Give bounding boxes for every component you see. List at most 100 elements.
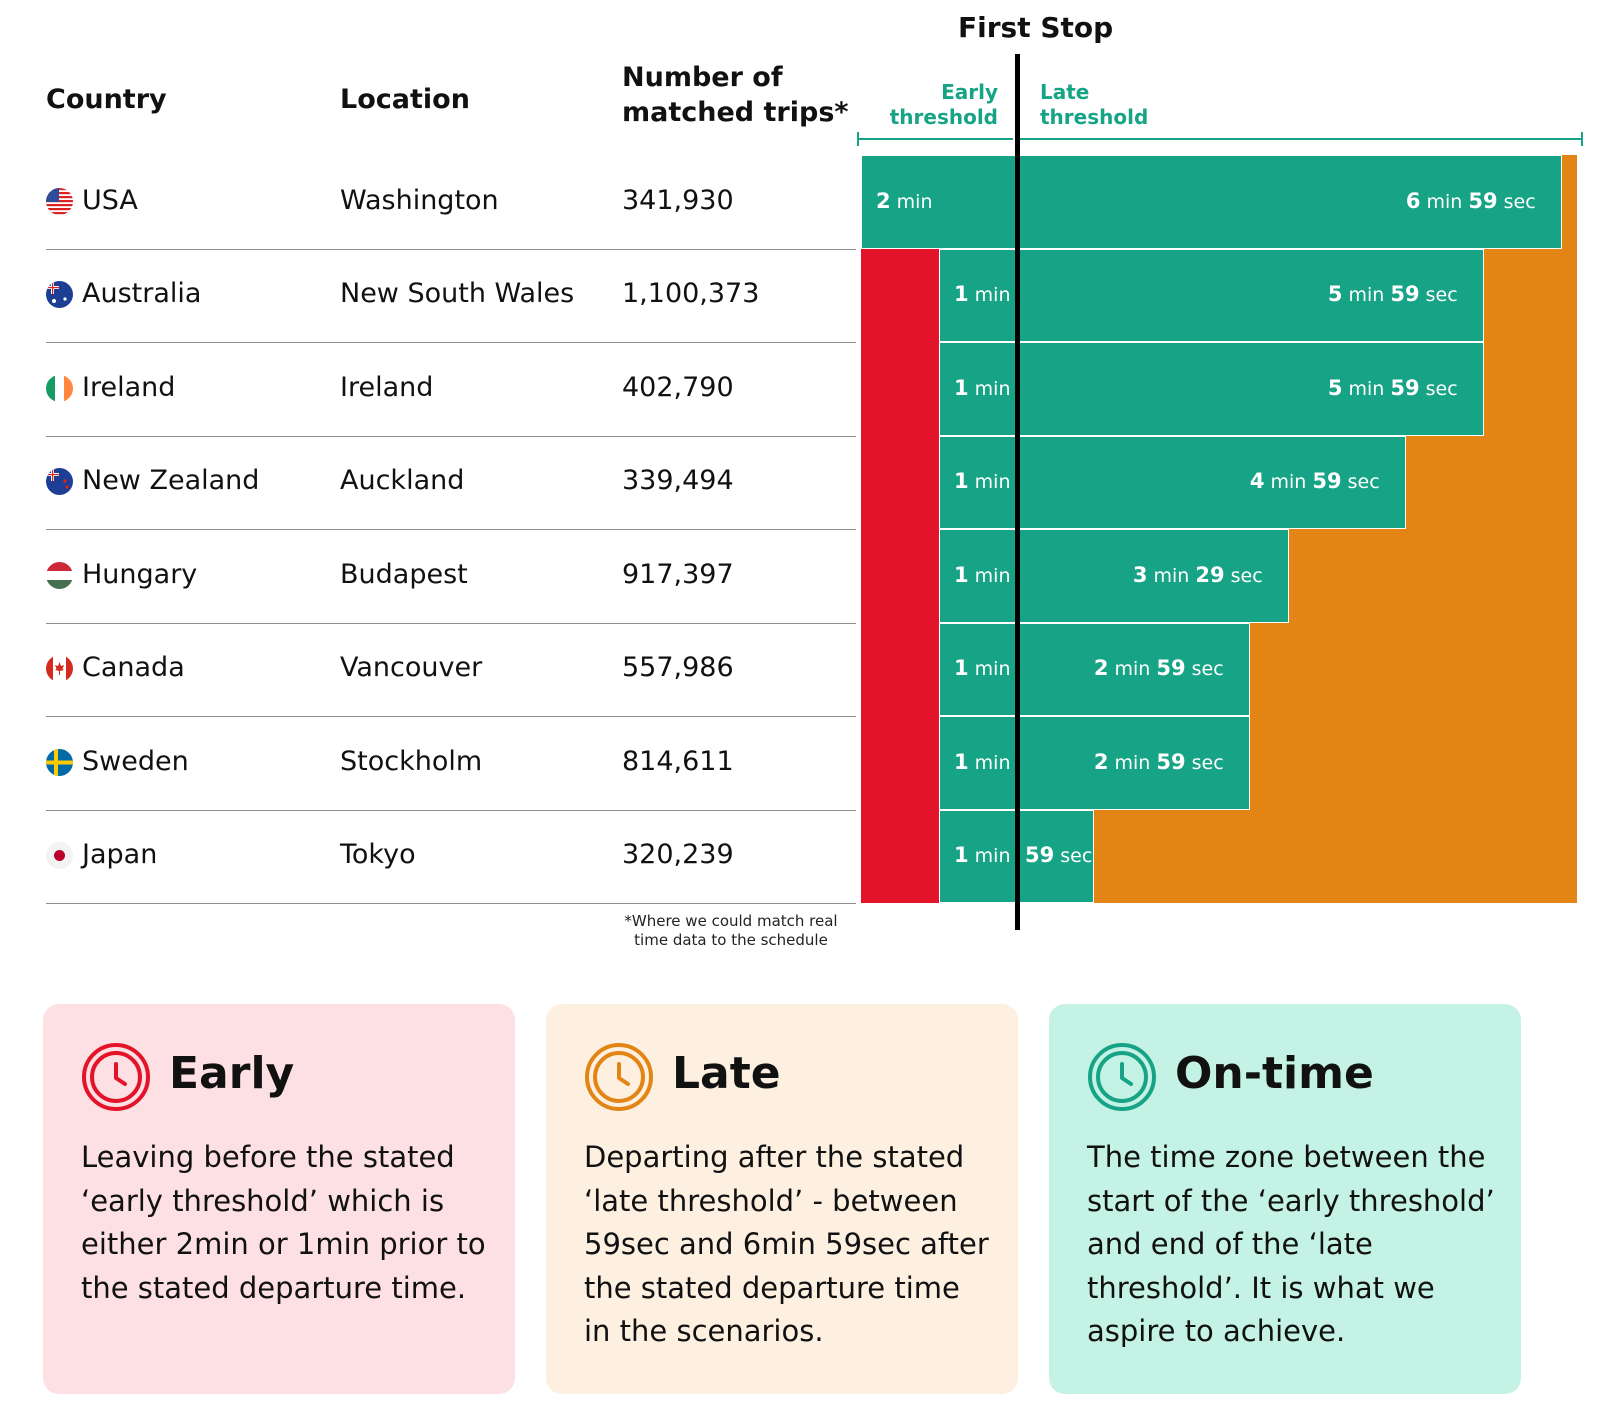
row-divider xyxy=(46,716,856,717)
early-bar xyxy=(861,529,939,623)
flag-icon xyxy=(46,561,73,589)
card-early: Early Leaving before the stated ‘early t… xyxy=(43,1004,515,1394)
flag-icon xyxy=(46,468,73,496)
trips-cell: 402,790 xyxy=(622,371,734,403)
late-threshold-value: 3 min 29 sec xyxy=(1132,562,1263,587)
threshold-bracket xyxy=(857,132,1583,146)
card-late-text: Departing after the stated ‘late thresho… xyxy=(584,1140,989,1348)
card-early-text: Leaving before the stated ‘early thresho… xyxy=(81,1140,486,1305)
late-bar xyxy=(1483,342,1577,436)
table-row: Ireland Ireland 402,790 xyxy=(0,342,860,436)
card-late-title: Late xyxy=(672,1048,781,1099)
ontime-bar xyxy=(939,529,1289,623)
late-threshold-value: 2 min 59 sec xyxy=(1093,749,1224,774)
location-cell: Auckland xyxy=(340,465,465,497)
early-bar xyxy=(861,809,939,903)
card-early-title: Early xyxy=(169,1048,295,1099)
country-cell: Japan xyxy=(82,839,158,871)
chart-title: First Stop xyxy=(958,11,1114,44)
location-cell: Tokyo xyxy=(340,839,416,871)
early-bar xyxy=(861,248,939,342)
table-row: Australia New South Wales 1,100,373 xyxy=(0,249,860,343)
trips-cell: 917,397 xyxy=(622,558,734,590)
country-cell: Sweden xyxy=(82,745,189,777)
trips-cell: 341,930 xyxy=(622,184,734,216)
row-divider xyxy=(46,248,856,250)
card-ontime-title: On-time xyxy=(1175,1048,1374,1099)
ontime-bar xyxy=(939,248,1484,342)
country-cell: USA xyxy=(82,184,138,216)
row-divider xyxy=(46,903,856,904)
ontime-bar xyxy=(939,716,1250,810)
early-threshold-value: 1 min xyxy=(954,282,1011,307)
early-threshold-value: 1 min xyxy=(954,843,1011,868)
flag-icon xyxy=(46,374,73,402)
late-bar xyxy=(1249,716,1577,810)
flag-icon xyxy=(46,748,73,776)
early-bar xyxy=(861,435,939,529)
flag-icon xyxy=(46,281,73,309)
early-threshold-value: 1 min xyxy=(954,656,1011,681)
late-bar xyxy=(1483,248,1577,342)
early-bar xyxy=(861,622,939,716)
card-ontime-text: The time zone between the start of the ‘… xyxy=(1087,1140,1495,1348)
early-bar xyxy=(861,342,939,436)
country-cell: New Zealand xyxy=(82,465,260,497)
early-threshold-value: 2 min xyxy=(876,188,933,213)
row-divider xyxy=(46,622,856,624)
header-location: Location xyxy=(340,84,470,115)
ontime-bar xyxy=(861,155,1562,249)
table-row: New Zealand Auckland 339,494 xyxy=(0,436,860,530)
table-row: USA Washington 341,930 xyxy=(0,155,860,249)
trips-cell: 814,611 xyxy=(622,745,734,777)
late-bar xyxy=(1093,809,1577,903)
late-threshold-value: 6 min 59 sec xyxy=(1405,188,1536,213)
flag-icon xyxy=(46,187,73,215)
late-threshold-value: 5 min 59 sec xyxy=(1327,282,1458,307)
trips-cell: 1,100,373 xyxy=(622,278,760,310)
clock-icon xyxy=(1088,1043,1156,1111)
country-cell: Australia xyxy=(82,278,202,310)
location-cell: Washington xyxy=(340,184,499,216)
card-ontime: On-time The time zone between the start … xyxy=(1049,1004,1521,1394)
late-bar xyxy=(1405,435,1577,529)
row-divider xyxy=(46,435,856,437)
header-country: Country xyxy=(46,84,167,115)
early-bar xyxy=(861,716,939,810)
ontime-bar xyxy=(939,342,1484,436)
early-threshold-value: 1 min xyxy=(954,749,1011,774)
late-bar xyxy=(1561,155,1577,249)
clock-icon xyxy=(585,1043,653,1111)
early-threshold-value: 1 min xyxy=(954,562,1011,587)
row-divider xyxy=(46,529,856,530)
row-divider xyxy=(46,809,856,811)
card-late: Late Departing after the stated ‘late th… xyxy=(546,1004,1018,1394)
early-threshold-value: 1 min xyxy=(954,375,1011,400)
table-row: Sweden Stockholm 814,611 xyxy=(0,716,860,810)
trips-cell: 320,239 xyxy=(622,839,734,871)
location-cell: Ireland xyxy=(340,371,434,403)
early-threshold-value: 1 min xyxy=(954,469,1011,494)
location-cell: Stockholm xyxy=(340,745,483,777)
row-divider xyxy=(46,342,856,343)
flag-icon xyxy=(46,842,73,870)
first-stop-line xyxy=(1015,54,1020,930)
table-row: Japan Tokyo 320,239 xyxy=(0,810,860,904)
header-trips: Number of matched trips* xyxy=(622,62,849,129)
table-row: Canada Vancouver 557,986 xyxy=(0,623,860,717)
late-threshold-label: Late threshold xyxy=(1040,80,1149,129)
country-cell: Hungary xyxy=(82,558,198,590)
location-cell: New South Wales xyxy=(340,278,575,310)
late-threshold-value: 4 min 59 sec xyxy=(1249,469,1380,494)
country-cell: Canada xyxy=(82,652,185,684)
late-threshold-value: 59 sec xyxy=(1025,843,1093,868)
early-threshold-label: Early threshold xyxy=(889,80,998,129)
ontime-bar xyxy=(939,622,1250,716)
trips-cell: 557,986 xyxy=(622,652,734,684)
country-cell: Ireland xyxy=(82,371,176,403)
location-cell: Budapest xyxy=(340,558,468,590)
late-bar xyxy=(1249,622,1577,716)
late-bar xyxy=(1288,529,1577,623)
late-threshold-value: 5 min 59 sec xyxy=(1327,375,1458,400)
flag-icon xyxy=(46,655,73,683)
